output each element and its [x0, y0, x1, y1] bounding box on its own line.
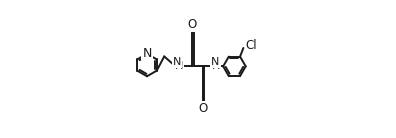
Text: N: N [211, 57, 219, 67]
Text: Cl: Cl [246, 39, 257, 52]
Text: N: N [173, 57, 181, 67]
Text: H: H [175, 61, 183, 71]
Text: O: O [187, 18, 197, 31]
Text: H: H [212, 61, 221, 71]
Text: N: N [142, 47, 152, 60]
Text: O: O [198, 102, 207, 115]
